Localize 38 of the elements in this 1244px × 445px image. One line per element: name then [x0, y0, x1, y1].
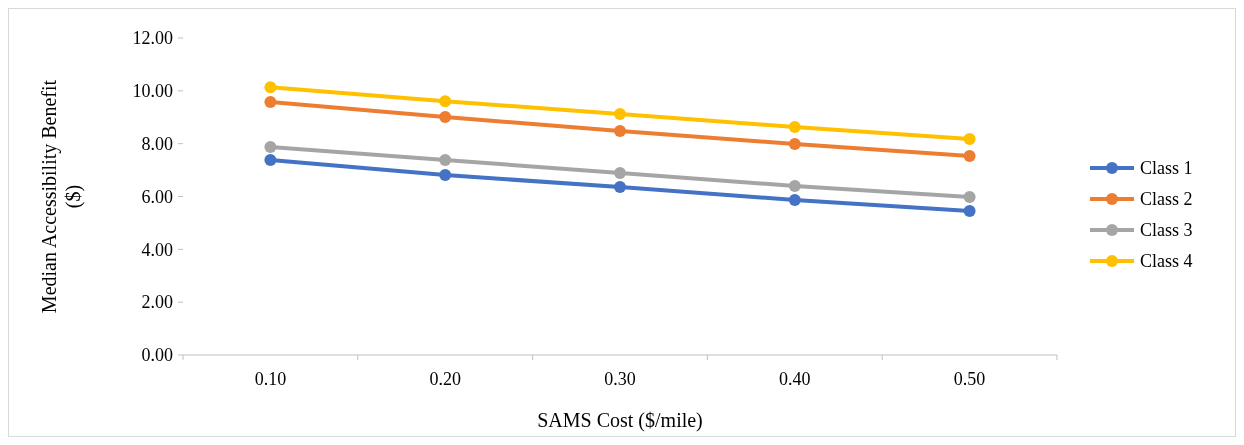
- point: [614, 108, 626, 121]
- y-tick-label: 0.00: [141, 345, 173, 366]
- y-tick-label: 10.00: [132, 81, 173, 102]
- x-tick-label: 0.50: [953, 369, 986, 389]
- legend-label: Class 3: [1140, 220, 1193, 241]
- point: [963, 205, 976, 218]
- y-axis-title: Median Accessibility Benefit ($): [38, 79, 85, 314]
- legend-label: Class 1: [1140, 158, 1193, 179]
- point: [439, 110, 452, 123]
- x-tick-label: 0.30: [604, 369, 636, 389]
- y-tick-label: 8.00: [141, 133, 173, 154]
- point: [439, 154, 452, 167]
- x-tick-label: 0.10: [254, 369, 287, 389]
- point: [264, 81, 277, 94]
- point: [439, 169, 452, 182]
- point: [788, 137, 801, 150]
- point: [788, 193, 801, 206]
- point: [614, 166, 626, 179]
- point: [264, 95, 277, 108]
- y-tick-label: 2.00: [141, 292, 173, 313]
- point: [963, 132, 976, 145]
- legend-label: Class 4: [1140, 251, 1193, 272]
- y-tick-label: 12.00: [132, 28, 173, 49]
- y-tick-label: 4.00: [141, 239, 173, 260]
- point: [614, 180, 626, 193]
- point: [614, 124, 626, 137]
- y-tick-label: 6.00: [141, 186, 173, 207]
- point: [788, 121, 801, 134]
- point: [439, 95, 452, 108]
- legend-label: Class 2: [1140, 189, 1193, 210]
- point: [963, 150, 976, 163]
- point: [264, 154, 277, 167]
- point: [963, 191, 976, 204]
- x-tick-label: 0.20: [429, 369, 461, 389]
- point: [788, 179, 801, 192]
- point: [264, 141, 277, 154]
- x-tick-label: 0.40: [779, 369, 811, 389]
- x-axis-title: SAMS Cost ($/mile): [537, 409, 703, 432]
